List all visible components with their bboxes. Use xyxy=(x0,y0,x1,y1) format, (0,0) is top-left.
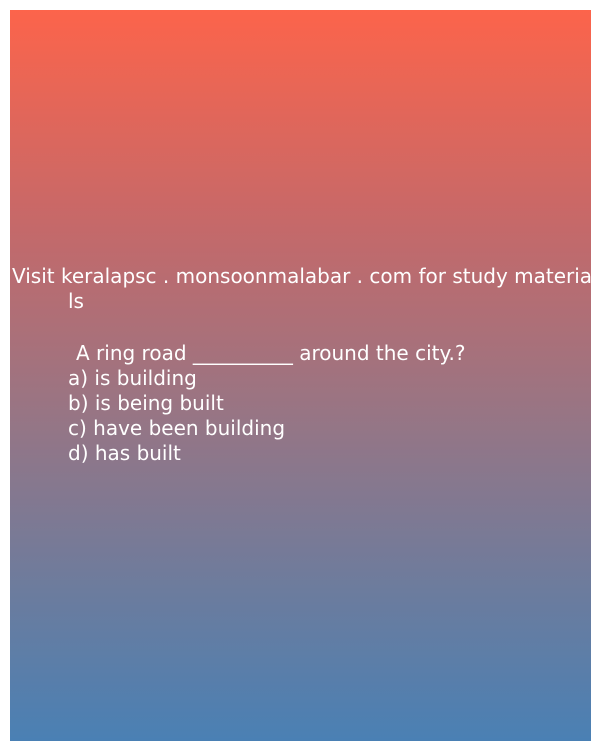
option-a: a) is building xyxy=(68,366,197,390)
promo-line-1: Visit keralapsc . monsoonmalabar . com f… xyxy=(12,264,591,288)
option-d: d) has built xyxy=(68,441,181,465)
question-card: Visit keralapsc . monsoonmalabar . com f… xyxy=(10,10,591,741)
option-b: b) is being built xyxy=(68,391,224,415)
option-c: c) have been building xyxy=(68,416,286,440)
promo-line-2: ls xyxy=(68,289,84,313)
question-text: A ring road __________ around the city.? xyxy=(76,341,466,365)
